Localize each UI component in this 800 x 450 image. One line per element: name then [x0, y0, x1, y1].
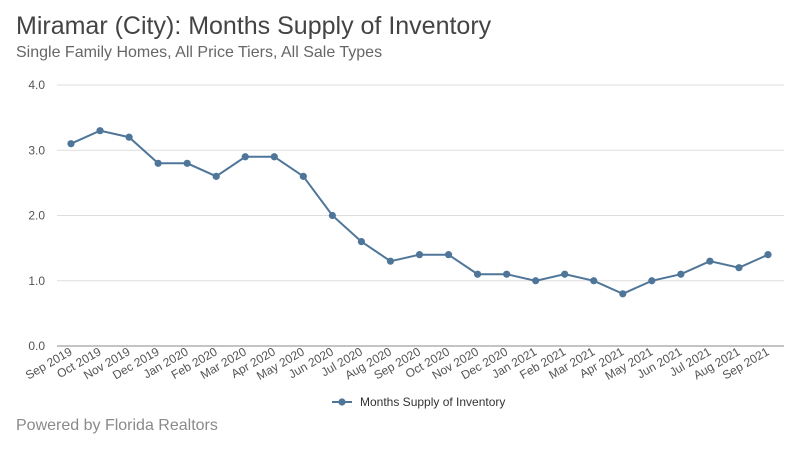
data-point[interactable]	[241, 153, 249, 161]
data-point[interactable]	[299, 172, 307, 180]
data-point[interactable]	[590, 277, 598, 285]
data-point[interactable]	[532, 277, 540, 285]
gridlines	[57, 84, 784, 347]
y-tick-label: 1.0	[28, 274, 45, 288]
y-tick-label: 4.0	[28, 78, 45, 92]
legend[interactable]: Months Supply of Inventory	[332, 395, 505, 409]
data-point[interactable]	[677, 270, 685, 278]
y-tick-label: 2.0	[28, 209, 45, 223]
data-point[interactable]	[386, 257, 395, 265]
data-point[interactable]	[67, 140, 75, 148]
y-tick-label: 3.0	[28, 143, 45, 157]
data-point[interactable]	[561, 270, 569, 278]
data-point[interactable]	[503, 270, 511, 278]
footer-credit: Powered by Florida Realtors	[16, 417, 218, 434]
legend-swatch-marker	[338, 398, 346, 406]
data-point[interactable]	[183, 159, 191, 167]
data-point[interactable]	[415, 251, 424, 259]
data-point[interactable]	[764, 251, 772, 259]
data-point[interactable]	[212, 172, 220, 180]
y-tick-label: 0.0	[28, 339, 45, 353]
data-point[interactable]	[357, 238, 366, 246]
data-point[interactable]	[444, 251, 453, 259]
chart-subtitle: Single Family Homes, All Price Tiers, Al…	[16, 44, 383, 61]
y-axis-ticks: 0.0 1.0 2.0 3.0 4.0	[28, 78, 45, 353]
series-line	[70, 129, 769, 295]
data-point[interactable]	[706, 257, 714, 265]
legend-label: Months Supply of Inventory	[360, 395, 505, 409]
data-point[interactable]	[270, 153, 278, 161]
data-point[interactable]	[125, 133, 133, 141]
data-point[interactable]	[328, 211, 336, 220]
chart-title: Miramar (City): Months Supply of Invento…	[16, 12, 492, 40]
data-point[interactable]	[473, 270, 482, 278]
data-point[interactable]	[735, 264, 743, 272]
data-point[interactable]	[154, 159, 162, 167]
data-point[interactable]	[619, 290, 627, 298]
series-layer	[67, 127, 772, 298]
data-point[interactable]	[648, 277, 656, 285]
data-point[interactable]	[96, 127, 104, 135]
